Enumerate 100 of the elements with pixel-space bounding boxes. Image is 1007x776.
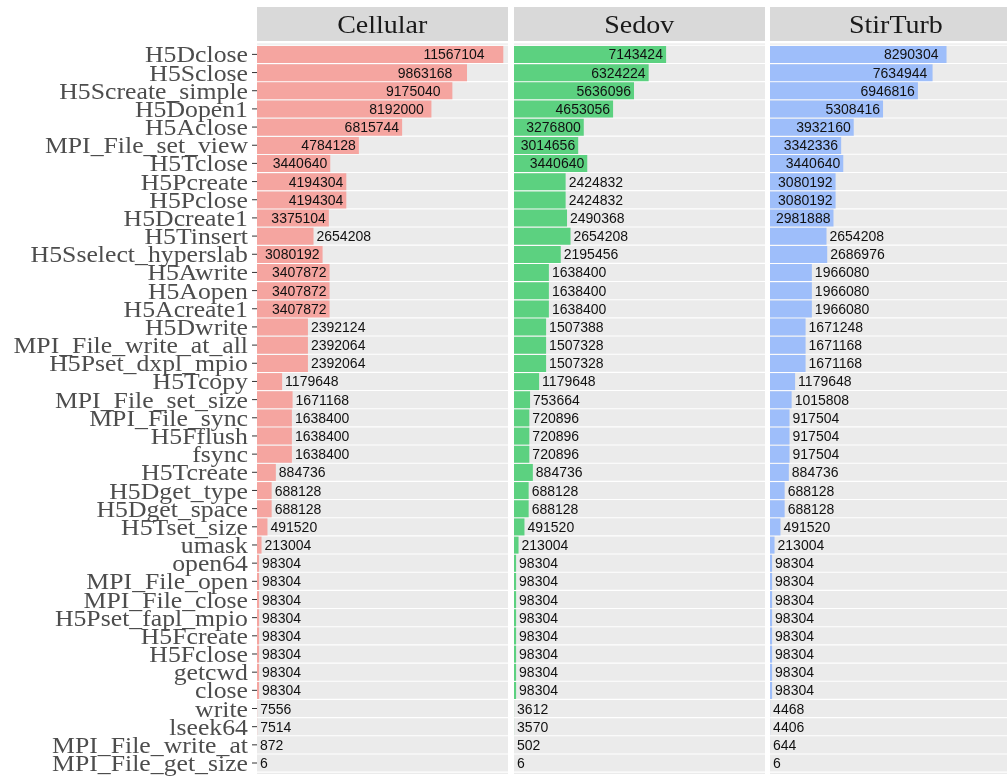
data-label: 720896 [531,428,579,444]
data-label: 2686976 [830,246,885,263]
data-label: 98304 [775,573,815,590]
data-label: 884736 [535,464,583,481]
data-label: 98304 [775,609,815,626]
data-label: 491520 [526,518,574,535]
data-label: 720896 [531,409,579,426]
data-label: 98304 [518,646,558,663]
data-label: 4406 [773,718,805,735]
data-label: 3407872 [272,300,327,317]
data-label: 1966080 [814,264,870,281]
data-label: 1966080 [814,282,870,299]
data-label: 1638400 [551,282,607,299]
data-label: 2424832 [568,173,623,190]
data-label: 98304 [518,555,558,572]
data-label: 213004 [264,537,312,554]
data-label: 7514 [260,718,292,735]
data-label: 872 [260,736,284,753]
data-label: 3570 [516,718,548,735]
data-label: 5636096 [575,82,631,99]
data-label: 98304 [518,609,558,626]
data-label: 98304 [518,591,558,608]
data-label: 1671168 [808,355,863,372]
data-label: 1179648 [541,373,596,390]
data-label: 1507328 [548,337,604,354]
data-label: 98304 [262,591,302,608]
data-label: 7143424 [607,46,663,63]
data-label: 1015808 [794,391,850,408]
data-label: 2654208 [316,228,372,245]
data-label: 1638400 [551,300,607,317]
data-label: 7634944 [872,64,928,81]
data-label: 6946816 [860,82,916,99]
data-label: 1966080 [814,300,870,317]
data-label: 3080192 [778,191,833,208]
data-label: 1671248 [808,318,864,335]
data-label: 213004 [777,537,825,554]
data-label: 98304 [518,627,558,644]
data-label: 491520 [783,518,831,535]
data-label: 2654208 [829,228,885,245]
data-label: 2490368 [569,209,625,226]
data-label: 2392064 [310,355,366,372]
data-label: 4194304 [288,173,344,190]
data-label: 3932160 [796,119,851,136]
data-label: 6815744 [344,119,400,136]
data-label: 4653056 [555,100,610,117]
data-label: 688128 [787,500,835,517]
data-label: 688128 [274,500,322,517]
data-label: 11567104 [423,46,485,63]
data-label: 3440640 [529,155,584,172]
data-label: 9175040 [386,82,441,99]
data-label: 98304 [518,573,558,590]
data-label: 98304 [262,646,302,663]
data-label: 1179648 [798,373,852,390]
data-label: 98304 [775,664,815,681]
data-label: 2195456 [563,246,618,263]
data-label: 3375104 [271,209,327,226]
data-label: 98304 [775,555,815,572]
data-label: 6324224 [590,64,646,81]
data-label: 1671168 [295,391,350,408]
data-label: 98304 [262,664,302,681]
data-label: 3080192 [265,246,320,263]
data-label: 720896 [531,446,579,463]
data-label: 3014656 [520,137,575,154]
data-label: 884736 [278,464,326,481]
data-label: 1638400 [551,264,607,281]
data-label: 2392124 [310,318,366,335]
chart-title: Cellular [337,10,428,38]
data-label: 98304 [262,555,302,572]
data-label: 5308416 [825,100,881,117]
data-label: 1671168 [808,337,863,354]
data-label: 688128 [274,482,322,499]
data-label: 98304 [775,627,815,644]
data-label: 3407872 [272,264,327,281]
data-label: 688128 [787,482,835,499]
data-label: 1507328 [548,355,604,372]
data-label: 917504 [792,409,840,426]
data-label: 8192000 [369,100,425,117]
data-label: 98304 [518,682,558,699]
data-label: 3080192 [778,173,833,190]
data-label: 644 [773,736,797,753]
data-label: 2424832 [568,191,623,208]
data-label: 4784128 [301,137,357,154]
data-label: 1638400 [294,409,350,426]
data-label: 3342336 [783,137,839,154]
data-label: 98304 [262,609,302,626]
data-label: 502 [516,736,541,753]
data-label: 753664 [532,391,580,408]
data-label: 917504 [792,428,840,444]
data-label: 1507388 [548,318,604,335]
data-label: 6 [773,755,781,772]
data-label: 1638400 [294,428,350,444]
data-label: 98304 [775,682,815,699]
data-label: 98304 [518,664,558,681]
data-label: 917504 [792,446,840,463]
data-label: 688128 [531,482,579,499]
data-label: 98304 [262,682,302,699]
data-label: 3407872 [272,282,327,299]
chart-title: StirTurb [848,10,943,38]
data-label: 9863168 [397,64,453,81]
data-label: 2981888 [775,209,831,226]
